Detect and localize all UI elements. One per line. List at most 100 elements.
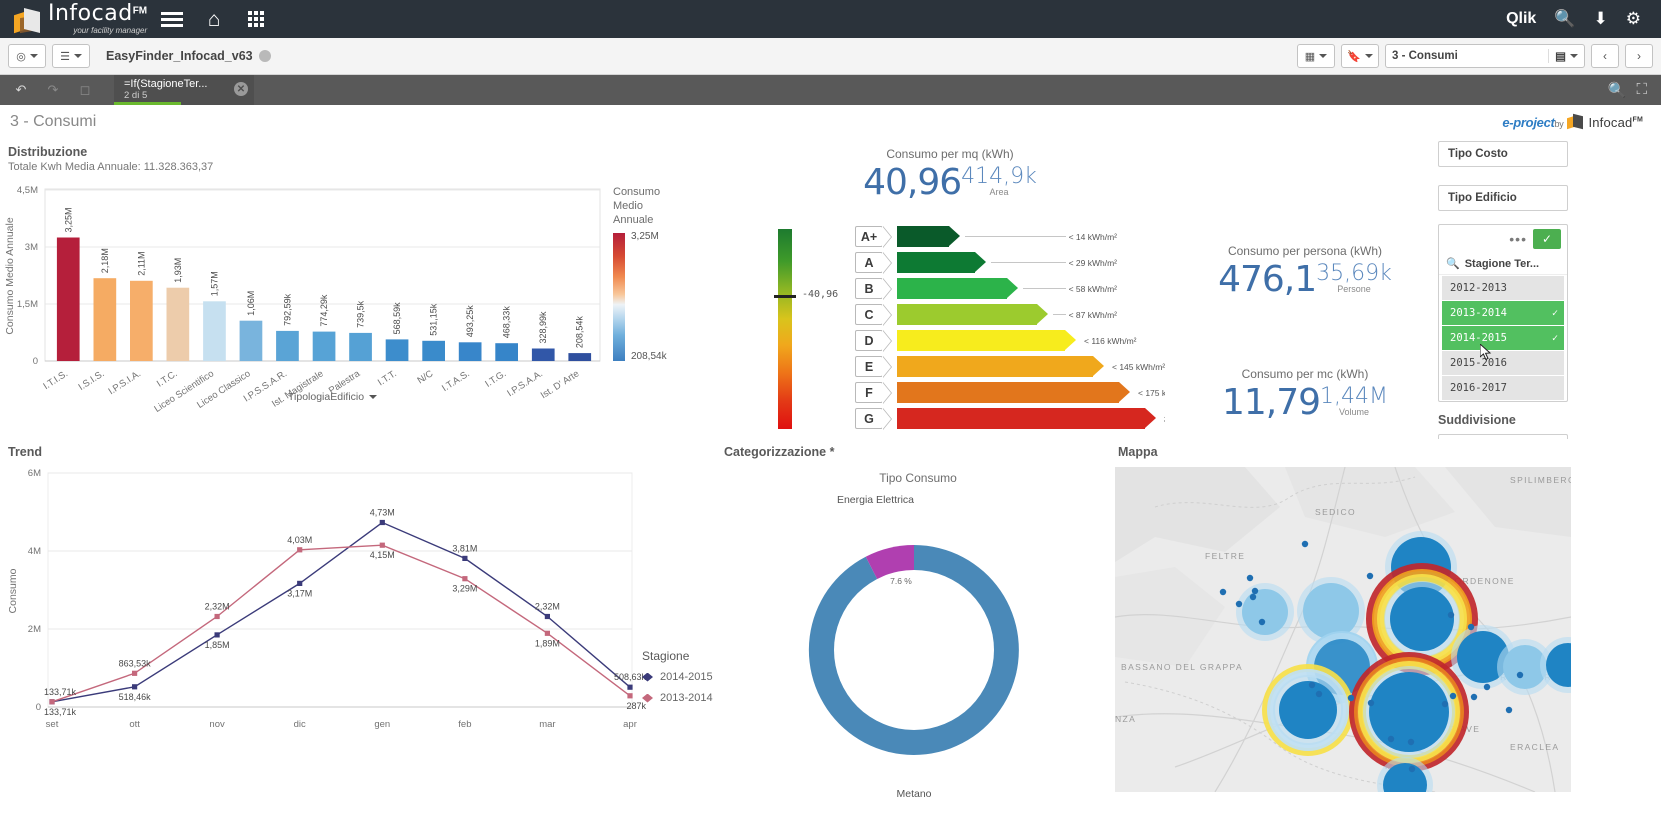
map-bubble[interactable] [1390, 587, 1454, 651]
trend-point[interactable] [132, 670, 138, 676]
check-icon[interactable]: ✓ [1533, 229, 1561, 249]
legend-item[interactable]: 2014-2015 [642, 671, 713, 683]
energy-class-panel[interactable]: -40,96 A+ < 14 kWh/m² A < 29 kWh/m² B < 58 kW… [770, 221, 1217, 451]
category-label[interactable]: I.T.T. [376, 368, 399, 388]
map-point[interactable] [1251, 587, 1259, 595]
bar[interactable] [203, 301, 226, 361]
trend-point[interactable] [132, 684, 138, 690]
bar[interactable] [56, 237, 80, 362]
category-label[interactable]: I.P.S.A.A. [505, 368, 545, 399]
trend-x-label[interactable]: gen [374, 719, 390, 730]
bar[interactable] [239, 320, 263, 361]
trend-x-label[interactable]: nov [209, 719, 225, 730]
download-icon[interactable]: ⬇ [1593, 9, 1608, 28]
map-canvas[interactable]: SEDICOSPILIMBERGOFELTRESACILE PORDENONEB… [1115, 467, 1571, 792]
category-label[interactable]: I.P.S.I.A. [107, 368, 143, 397]
listbox-menu-icon[interactable]: ••• [1509, 231, 1527, 247]
listbox-item[interactable]: 2014-2015 ✓ [1442, 326, 1564, 350]
consumo-persona-kpi[interactable]: Consumo per persona (kWh) 476,1 35,69k P… [1165, 244, 1445, 304]
categorizzazione-chart[interactable]: Categorizzazione * Tipo Consumo Energia … [718, 439, 1118, 825]
map-point[interactable] [1483, 683, 1491, 691]
consumo-mc-kpi[interactable]: Consumo per mc (kWh) 11,79 1,44M Volume [1165, 367, 1445, 427]
trend-x-label[interactable]: apr [623, 719, 637, 730]
trend-point[interactable] [379, 519, 385, 526]
trend-point[interactable] [627, 684, 633, 690]
category-label[interactable]: I.T.A.S. [440, 368, 472, 394]
bar[interactable] [312, 331, 336, 361]
undo-icon[interactable]: ↶ [15, 82, 27, 97]
map-point[interactable] [1258, 618, 1266, 626]
trend-point[interactable] [544, 630, 550, 636]
trend-chart[interactable]: Trend 0 2M 4M 6M Consumo 133,71k 518,46k 1… [0, 439, 720, 825]
listbox-item[interactable]: 2015-2016 [1442, 351, 1564, 375]
bar[interactable] [568, 353, 592, 361]
trend-point[interactable] [49, 699, 55, 705]
bar[interactable] [422, 340, 445, 361]
map-bubble[interactable] [1383, 763, 1427, 792]
trend-x-label[interactable]: feb [458, 719, 471, 730]
listbox-item[interactable]: 2016-2017 [1442, 376, 1564, 400]
filter-tipo-edificio[interactable]: Tipo Edificio [1438, 185, 1568, 211]
trend-x-label[interactable]: dic [294, 719, 306, 730]
bar[interactable] [385, 339, 409, 361]
bar[interactable] [495, 343, 518, 361]
map-point[interactable] [1235, 600, 1243, 608]
map-point[interactable] [1249, 593, 1257, 601]
trend-point[interactable] [462, 576, 468, 582]
next-sheet-button[interactable]: › [1625, 44, 1653, 68]
expand-icon[interactable]: ⛶ [1636, 81, 1647, 98]
grid-apps-icon[interactable] [239, 4, 273, 34]
map-point[interactable] [1347, 694, 1355, 702]
sheet-selector[interactable]: 3 - Consumi ▤ [1385, 44, 1585, 68]
map-point[interactable] [1367, 699, 1375, 707]
map-point[interactable] [1315, 690, 1323, 698]
map-bubble[interactable] [1457, 631, 1509, 683]
selection-chip[interactable]: =If(StagioneTer... 2 di 5 ✕ [114, 75, 254, 105]
navigation-dropdown[interactable]: ◎ [8, 44, 46, 68]
listbox-item[interactable]: 2013-2014 ✓ [1442, 301, 1564, 325]
trend-point[interactable] [214, 613, 220, 620]
bookmark-dropdown[interactable]: 🔖 [1341, 44, 1379, 68]
map-bubble[interactable] [1242, 589, 1288, 635]
map-point[interactable] [1516, 671, 1524, 679]
hamburger-icon[interactable] [155, 4, 189, 34]
distribuzione-chart[interactable]: Distribuzione Totale Kwh Media Annuale: … [0, 139, 690, 439]
tipologia-edificio-dropdown[interactable]: TipologiaEdificio [288, 391, 378, 403]
map-point[interactable] [1246, 574, 1254, 582]
bar[interactable] [349, 332, 372, 361]
map-point[interactable] [1449, 692, 1457, 700]
trend-x-label[interactable]: set [46, 719, 59, 730]
map-bubble[interactable] [1369, 672, 1449, 752]
bar[interactable] [166, 287, 190, 361]
map-point[interactable] [1407, 738, 1415, 746]
category-label[interactable]: I.S.I.S. [77, 368, 107, 393]
map-point[interactable] [1441, 700, 1449, 708]
map-bubble[interactable] [1279, 681, 1337, 739]
redo-icon[interactable]: ↷ [47, 82, 59, 97]
trend-point[interactable] [544, 613, 550, 620]
map-bubble[interactable] [1546, 643, 1571, 687]
search-icon[interactable]: 🔍 [1554, 9, 1576, 28]
previous-sheet-button[interactable]: ‹ [1591, 44, 1619, 68]
bar[interactable] [458, 342, 482, 361]
category-label[interactable]: N/C [416, 368, 436, 386]
gear-icon[interactable]: ⚙ [1625, 9, 1641, 28]
trend-point[interactable] [627, 693, 633, 699]
search-icon[interactable]: 🔍 [1607, 82, 1627, 99]
map-point[interactable] [1470, 693, 1478, 701]
map-point[interactable] [1387, 735, 1395, 743]
trend-x-label[interactable]: ott [129, 719, 140, 730]
category-label[interactable]: I.T.C. [155, 368, 180, 389]
trend-point[interactable] [462, 555, 468, 561]
bar[interactable] [276, 330, 299, 361]
bar[interactable] [93, 278, 117, 361]
map-point[interactable] [1308, 681, 1316, 689]
map-point[interactable] [1301, 540, 1309, 548]
storytelling-dropdown[interactable]: ▦ [1297, 44, 1335, 68]
trend-point[interactable] [297, 580, 303, 586]
mappa-chart[interactable]: Mappa SEDICOSPILIMBERGOFELTRESACILE PORD… [1110, 439, 1661, 825]
map-point[interactable] [1366, 572, 1374, 580]
map-bubble[interactable] [1503, 645, 1547, 689]
close-icon[interactable]: ✕ [234, 82, 248, 96]
listbox-search[interactable]: 🔍 Stagione Ter... [1439, 253, 1567, 275]
